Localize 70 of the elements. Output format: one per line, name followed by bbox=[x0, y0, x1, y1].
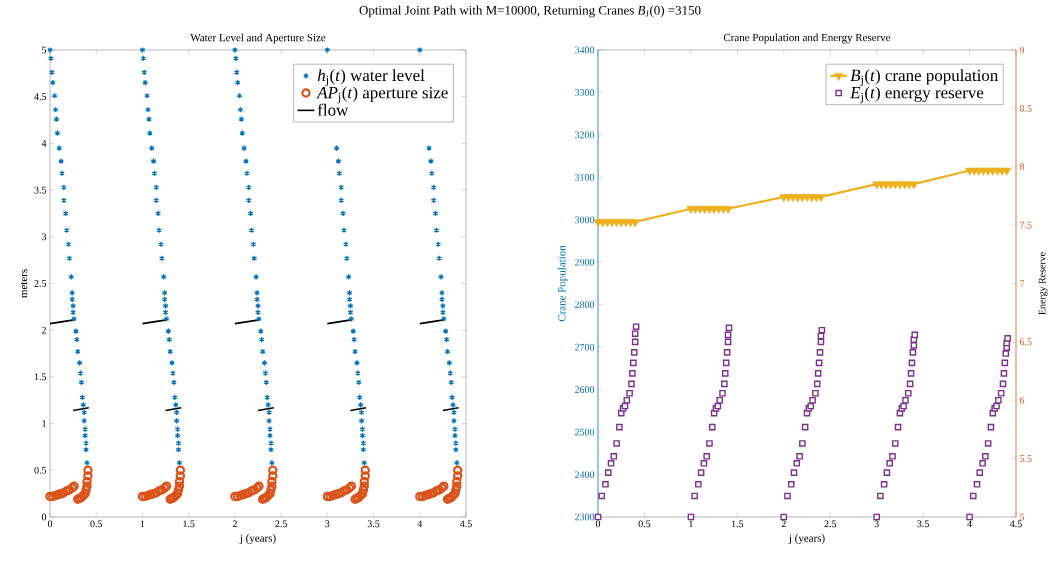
y-tick-label: 3300 bbox=[575, 89, 595, 96]
x-tick-label: 4.5 bbox=[459, 520, 472, 528]
x-tick-label: 3.5 bbox=[917, 520, 929, 528]
x-axis-title: j (years) bbox=[788, 534, 825, 545]
y-tick-label: 3.5 bbox=[34, 186, 47, 194]
point bbox=[723, 206, 733, 214]
y2-tick-label: 7.5 bbox=[1020, 221, 1032, 229]
x-tick-label: 0.5 bbox=[638, 520, 651, 528]
y-tick-label: 4 bbox=[41, 140, 47, 147]
x-tick-label: 2.5 bbox=[824, 520, 837, 528]
x-tick-label: 3.5 bbox=[367, 520, 380, 528]
y-tick-label: 3100 bbox=[575, 173, 595, 181]
point bbox=[1002, 167, 1012, 176]
chart-title: Water Level and Aperture Size bbox=[190, 33, 326, 44]
x-tick-label: 0.5 bbox=[90, 520, 103, 528]
legend-label: AP$_{j}$(t) aperture size bbox=[316, 86, 448, 104]
y-tick-label: 2800 bbox=[575, 301, 595, 309]
y-tick-label: 2 bbox=[41, 326, 46, 334]
chart-title: Crane Population and Energy Reserve bbox=[723, 33, 891, 44]
legend-label: B$_{j}$(t) crane population bbox=[850, 69, 999, 87]
y-axis-title: Crane Population bbox=[557, 245, 568, 322]
x-tick-label: 2 bbox=[232, 520, 237, 528]
x-tick-label: 1 bbox=[689, 520, 693, 528]
y2-tick-label: 6 bbox=[1019, 396, 1025, 404]
x-tick-label: 4.5 bbox=[1009, 520, 1022, 528]
x-tick-label: 2.5 bbox=[275, 520, 287, 528]
y-tick-label: 2.5 bbox=[34, 280, 47, 287]
y-tick-label: 3 bbox=[41, 233, 47, 241]
point bbox=[909, 181, 919, 190]
y-tick-label: 1.5 bbox=[34, 373, 47, 381]
legend-label: E$_{j}$(t) energy reserve bbox=[850, 86, 984, 104]
x-tick-label: 0 bbox=[47, 520, 53, 528]
x-tick-label: 1.5 bbox=[731, 520, 744, 528]
y2-tick-label: 8 bbox=[1019, 163, 1025, 171]
y2-tick-label: 8.5 bbox=[1019, 104, 1032, 112]
y-tick-label: 1 bbox=[42, 420, 46, 427]
x-tick-label: 0 bbox=[595, 520, 601, 528]
y-tick-label: 0.5 bbox=[34, 466, 47, 474]
y-tick-label: 3200 bbox=[575, 131, 595, 139]
text: Optimal Joint Path with M=10000, Returning Cranes B$_{J}$(0) =3150 bbox=[359, 5, 701, 18]
point bbox=[630, 219, 640, 228]
point bbox=[816, 194, 826, 203]
x-tick-label: 3 bbox=[325, 520, 330, 528]
legend-label: h$_{j}$(t) water level bbox=[317, 69, 425, 87]
y-tick-label: 2300 bbox=[575, 513, 595, 521]
y2-tick-label: 7 bbox=[1020, 280, 1025, 287]
y2-tick-label: 6.5 bbox=[1019, 338, 1032, 346]
x-tick-label: 4 bbox=[967, 520, 972, 528]
y-tick-label: 2700 bbox=[575, 343, 595, 351]
y-tick-label: 4.5 bbox=[34, 93, 47, 101]
y2-tick-label: 5 bbox=[1020, 513, 1025, 521]
y-tick-label: 3400 bbox=[575, 46, 595, 54]
legend-label: flow bbox=[317, 103, 349, 116]
y2-tick-label: 9 bbox=[1019, 46, 1025, 54]
y-tick-label: 2500 bbox=[575, 428, 595, 436]
y-axis-title: meters bbox=[20, 269, 28, 298]
x-tick-label: 3 bbox=[874, 520, 879, 528]
x-tick-label: 1.5 bbox=[183, 520, 195, 528]
y-tick-label: 2600 bbox=[575, 386, 595, 393]
x-tick-label: 4 bbox=[417, 520, 423, 528]
x-tick-label: 2 bbox=[781, 520, 786, 528]
y-tick-label: 2900 bbox=[575, 258, 595, 266]
y-tick-label: 3000 bbox=[575, 216, 595, 224]
y-tick-label: 0 bbox=[41, 513, 47, 521]
y-tick-label: 2400 bbox=[575, 471, 595, 478]
y-tick-label: 5 bbox=[42, 46, 47, 54]
y2-tick-label: 5.5 bbox=[1020, 455, 1032, 462]
y2-axis-title: Energy Reserve bbox=[1038, 252, 1048, 315]
x-axis-title: j (years) bbox=[239, 534, 276, 545]
x-tick-label: 1 bbox=[140, 520, 145, 528]
